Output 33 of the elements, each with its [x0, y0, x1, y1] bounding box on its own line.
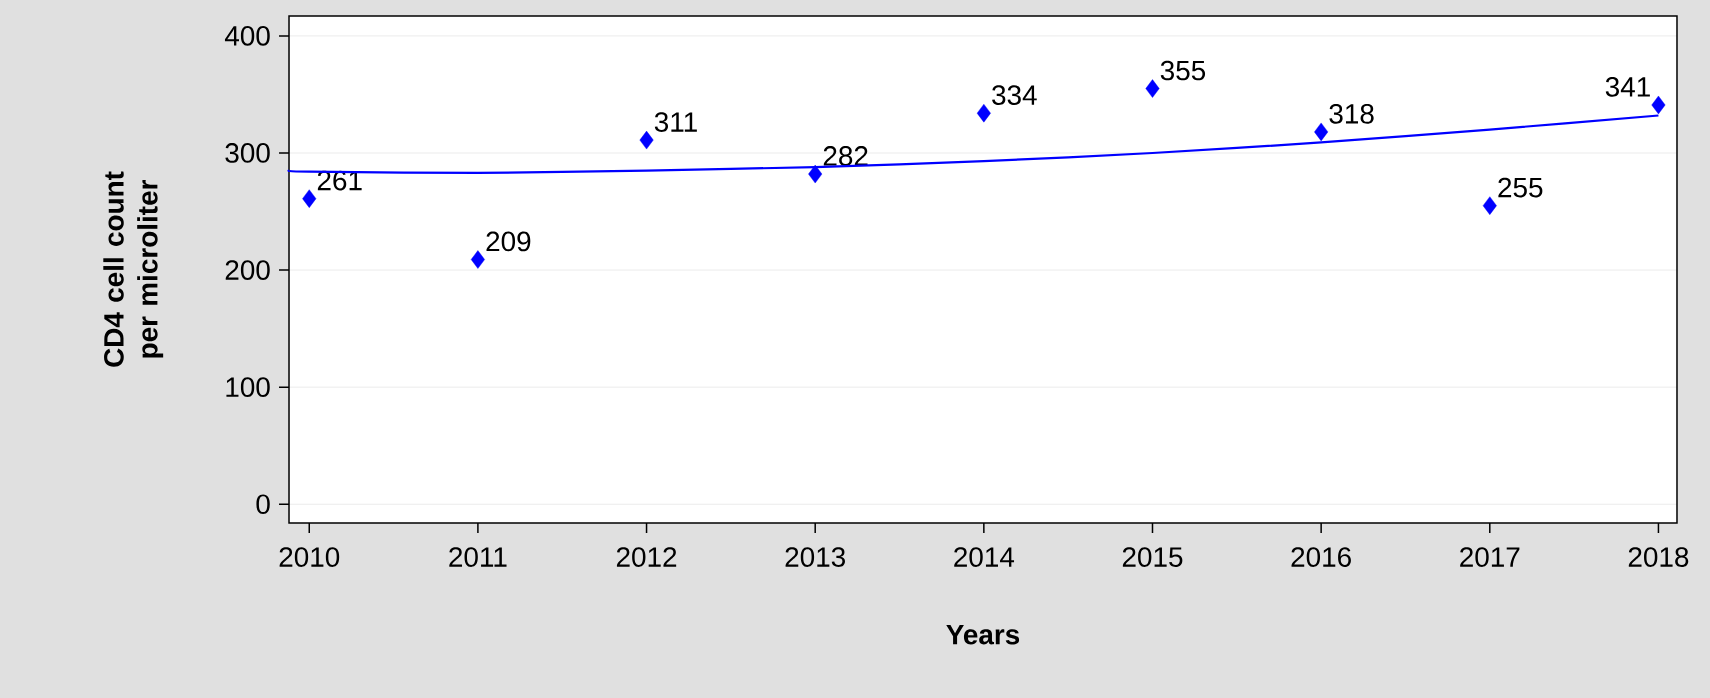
- point: [1651, 95, 1666, 115]
- x-tick-label: 2015: [1122, 547, 1183, 567]
- data-label: 255: [1498, 177, 1543, 198]
- point: [639, 130, 654, 150]
- x-tick-label: 2011: [449, 547, 507, 567]
- point: [1145, 79, 1160, 98]
- y-tick-label: 100: [226, 377, 270, 398]
- point: [1482, 196, 1497, 215]
- point: [302, 189, 317, 208]
- y-tick-label: 200: [225, 260, 270, 280]
- y-axis-title: CD4 cell count per microliter: [103, 171, 164, 367]
- point: [470, 250, 485, 269]
- x-tick-label: 2010: [279, 547, 340, 567]
- x-tick-label: 2013: [785, 547, 845, 567]
- x-axis-title: Years: [946, 625, 1020, 645]
- data-label: 318: [1329, 103, 1374, 124]
- data-label: 355: [1160, 60, 1206, 81]
- point: [808, 164, 823, 184]
- point: [976, 103, 991, 123]
- x-tick-label: 2016: [1291, 547, 1351, 567]
- x-tick-label: 2018: [1628, 547, 1689, 567]
- data-label: 282: [823, 146, 868, 166]
- x-tick-label: 2014: [954, 547, 1015, 567]
- data-label: 341: [1605, 77, 1650, 97]
- y-tick-label: 300: [225, 143, 270, 163]
- point: [1314, 122, 1329, 142]
- data-label: 334: [992, 85, 1037, 105]
- y-tick-label: 0: [256, 494, 270, 515]
- x-tick-label: 2017: [1460, 547, 1520, 567]
- y-tick-label: 400: [224, 26, 270, 46]
- data-label: 311: [654, 112, 697, 132]
- x-tick-label: 2012: [616, 547, 677, 567]
- data-label: 209: [486, 231, 531, 252]
